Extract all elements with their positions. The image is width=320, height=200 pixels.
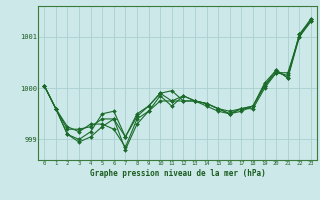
X-axis label: Graphe pression niveau de la mer (hPa): Graphe pression niveau de la mer (hPa) [90,169,266,178]
